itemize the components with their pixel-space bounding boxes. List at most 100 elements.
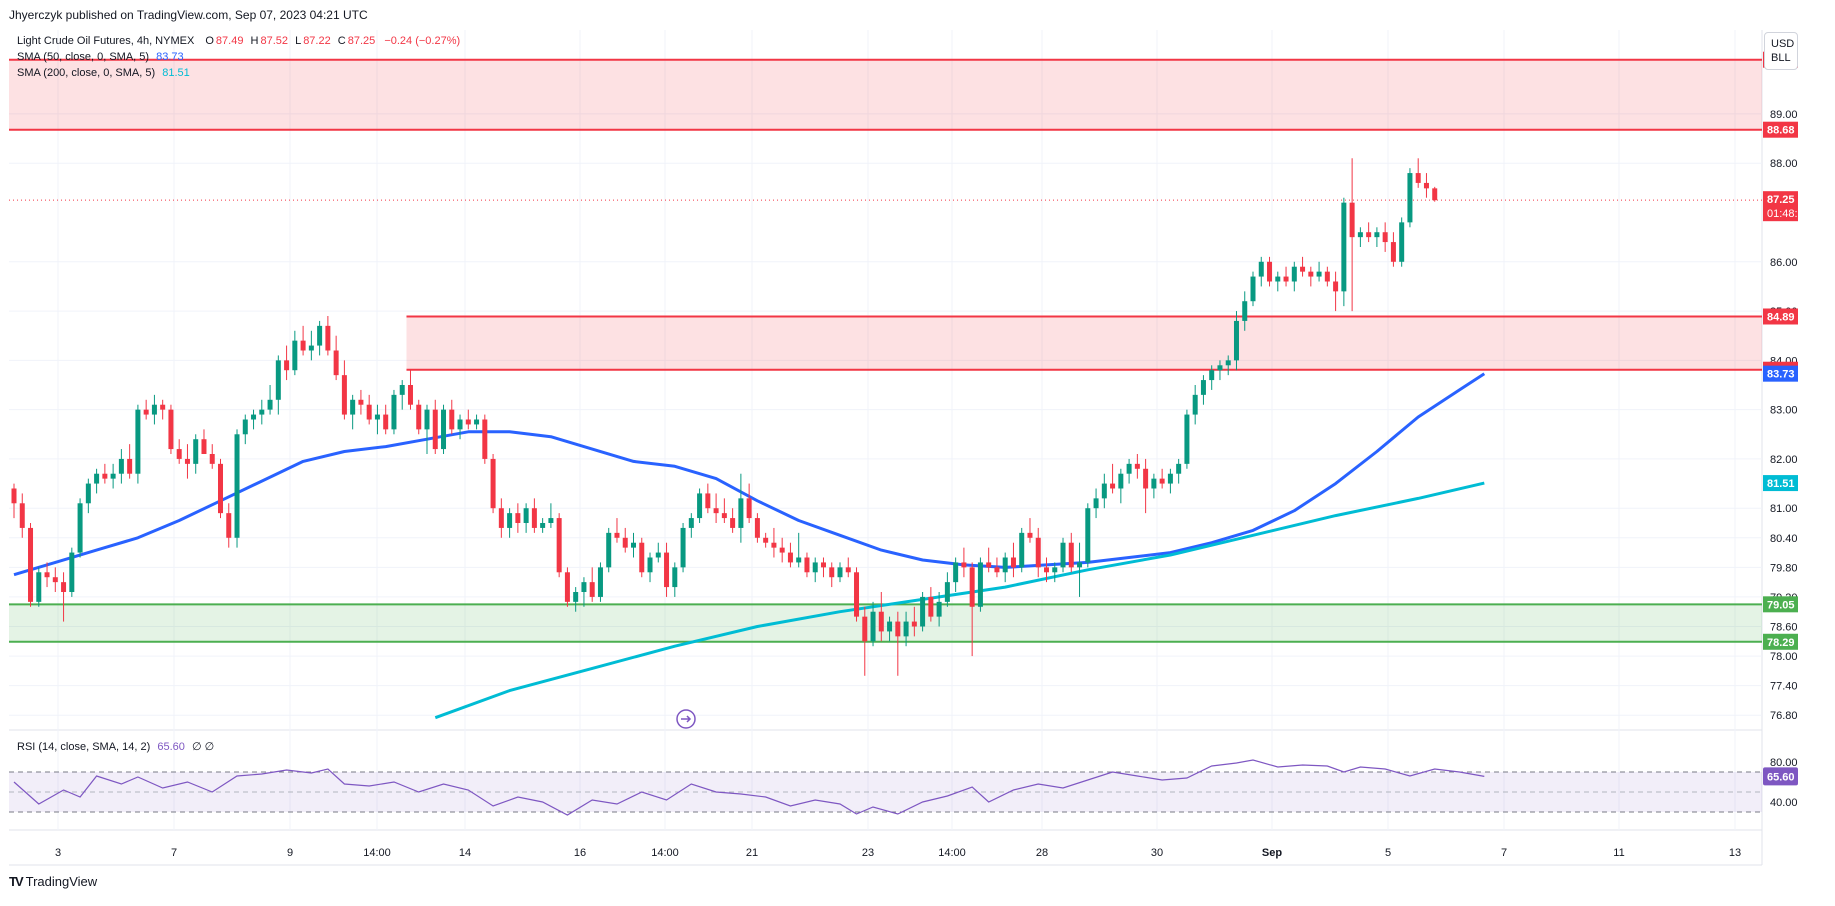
time-tick-label: 13 bbox=[1729, 847, 1741, 859]
candle-body bbox=[1010, 557, 1016, 568]
candle-body bbox=[1085, 508, 1091, 563]
tradingview-logo[interactable]: TV TradingView bbox=[9, 874, 97, 889]
candle-body bbox=[1101, 483, 1107, 499]
price-tick-label: 78.60 bbox=[1770, 622, 1798, 634]
time-tick-label: Sep bbox=[1262, 847, 1282, 859]
candle-body bbox=[300, 340, 306, 351]
candle-body bbox=[713, 508, 719, 514]
candle-body bbox=[118, 458, 124, 474]
candle-body bbox=[168, 409, 174, 450]
currency-unit-button[interactable]: USD BLL bbox=[1764, 32, 1798, 70]
candle-body bbox=[333, 350, 339, 376]
candle-body bbox=[854, 572, 860, 617]
candle-body bbox=[1077, 562, 1083, 568]
sma50-legend[interactable]: SMA (50, close, 0, SMA, 5) 83.73 bbox=[17, 51, 184, 63]
sma50-line bbox=[13, 372, 1486, 577]
candle-body bbox=[705, 493, 711, 509]
price-axis-tag-text: 81.51 bbox=[1767, 478, 1795, 490]
candle-body bbox=[507, 513, 513, 528]
candle-body bbox=[531, 508, 537, 528]
candle-body bbox=[218, 463, 223, 514]
rsi-extra: ∅ ∅ bbox=[191, 741, 215, 753]
candle-body bbox=[1019, 532, 1025, 568]
candle-body bbox=[449, 409, 455, 430]
sma200-line bbox=[434, 481, 1485, 720]
candle-body bbox=[176, 449, 182, 459]
candle-body bbox=[292, 340, 298, 371]
candle-body bbox=[1060, 542, 1066, 568]
candle-body bbox=[1291, 266, 1297, 282]
candle-body bbox=[193, 439, 199, 464]
high-label: H bbox=[250, 35, 259, 47]
candle-body bbox=[1126, 463, 1132, 474]
candle-body bbox=[1300, 266, 1306, 272]
rsi-line bbox=[13, 759, 1485, 816]
candle-body bbox=[977, 562, 983, 607]
candle-body bbox=[432, 409, 438, 450]
candle-body bbox=[1349, 202, 1355, 238]
candle-body bbox=[350, 399, 356, 415]
candle-body bbox=[399, 385, 405, 395]
candle-body bbox=[11, 488, 17, 504]
candle-body bbox=[457, 419, 463, 430]
candle-body bbox=[928, 596, 934, 617]
candle-body bbox=[862, 616, 868, 642]
candle-body bbox=[589, 582, 595, 597]
rsi-legend[interactable]: RSI (14, close, SMA, 14, 2) 65.60 ∅ ∅ bbox=[17, 740, 214, 753]
candle-body bbox=[1225, 360, 1231, 366]
candle-body bbox=[1068, 542, 1074, 568]
symbol-legend[interactable]: Light Crude Oil Futures, 4h, NYMEX O 87.4… bbox=[17, 35, 460, 47]
candle-body bbox=[94, 473, 100, 484]
candle-body bbox=[771, 542, 777, 548]
candle-body bbox=[102, 473, 108, 479]
candle-body bbox=[234, 434, 240, 538]
candle-body bbox=[961, 562, 967, 568]
open-value: 87.49 bbox=[215, 35, 244, 47]
candle-body bbox=[366, 404, 372, 420]
candle-body bbox=[465, 419, 471, 425]
candle-body bbox=[763, 537, 769, 543]
candle-body bbox=[1200, 380, 1206, 395]
price-tick-label: 82.00 bbox=[1770, 454, 1798, 466]
time-tick-label: 14 bbox=[459, 847, 471, 859]
sma200-value: 81.51 bbox=[162, 67, 190, 79]
candle-body bbox=[1035, 537, 1041, 568]
sma200-legend[interactable]: SMA (200, close, 0, SMA, 5) 81.51 bbox=[17, 67, 190, 79]
candle-body bbox=[1233, 320, 1239, 361]
candle-body bbox=[1176, 463, 1182, 474]
price-tick-label: 79.80 bbox=[1770, 562, 1798, 574]
price-axis-tag bbox=[1763, 365, 1798, 382]
zone-resistance-upper bbox=[9, 59, 1762, 130]
candle-body bbox=[721, 513, 727, 519]
candle-body bbox=[936, 601, 942, 617]
candle-body bbox=[606, 532, 612, 568]
axes: 89.0088.0086.0085.0084.0083.0082.0081.00… bbox=[55, 109, 1798, 859]
zone-resistance-lower bbox=[406, 316, 1763, 370]
candle-body bbox=[1159, 478, 1165, 484]
candle-body bbox=[391, 394, 397, 430]
candle-body bbox=[201, 439, 207, 454]
time-tick-label: 14:00 bbox=[938, 847, 966, 859]
candle-body bbox=[184, 458, 190, 464]
candle-body bbox=[1407, 173, 1413, 223]
candle-body bbox=[308, 345, 314, 351]
price-tick-label: 78.00 bbox=[1770, 651, 1798, 663]
candle-body bbox=[820, 562, 826, 568]
candle-body bbox=[556, 518, 562, 573]
candle-body bbox=[688, 518, 694, 528]
tradingview-icon: TV bbox=[9, 874, 24, 889]
candle-body bbox=[325, 325, 331, 351]
candle-body bbox=[36, 572, 42, 602]
time-tick-label: 5 bbox=[1385, 847, 1391, 859]
candle-body bbox=[1316, 271, 1322, 277]
candle-body bbox=[994, 567, 1000, 573]
candle-body bbox=[1151, 478, 1157, 489]
candle-body bbox=[730, 518, 736, 528]
candle-body bbox=[151, 404, 157, 415]
candle-body bbox=[317, 325, 323, 346]
candle-body bbox=[1366, 232, 1372, 238]
price-axis-tag bbox=[1763, 308, 1798, 325]
time-tick-label: 11 bbox=[1613, 847, 1624, 859]
